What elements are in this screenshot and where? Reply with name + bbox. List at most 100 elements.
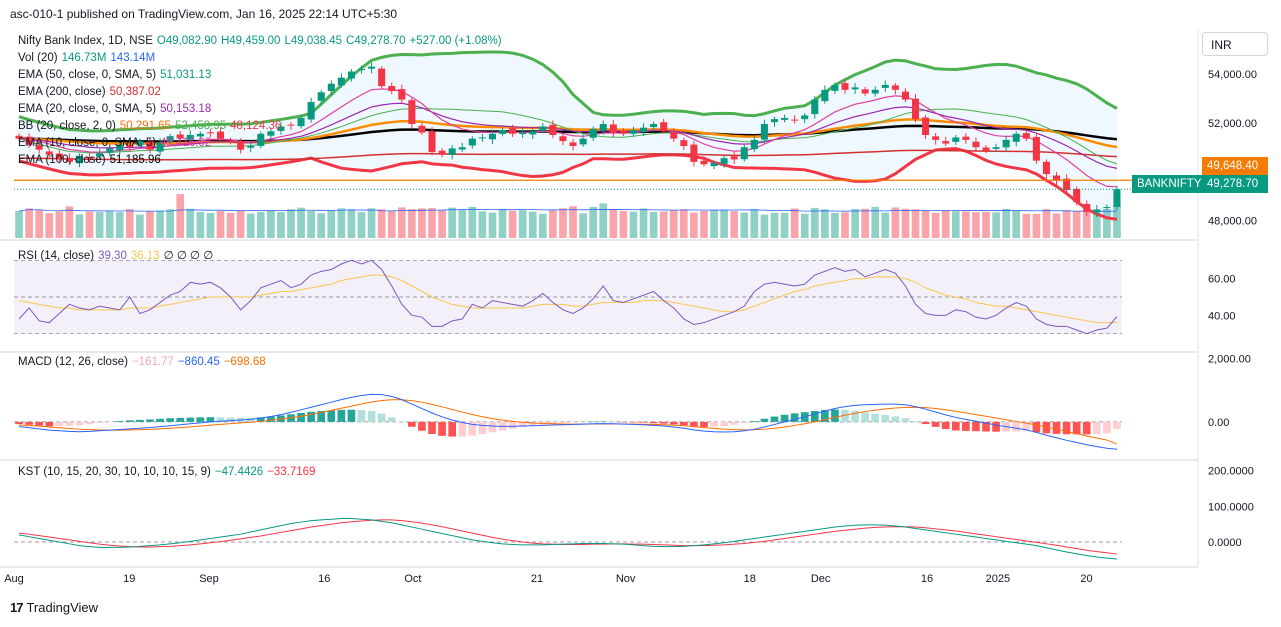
macd-hist-bar xyxy=(327,410,336,422)
candle-body xyxy=(932,136,940,140)
candle-body xyxy=(891,85,899,90)
volume-bar xyxy=(821,209,829,238)
time-tick-label: Sep xyxy=(199,573,219,585)
macd-hist-bar xyxy=(629,421,638,423)
volume-bar xyxy=(609,209,618,238)
candle-body xyxy=(730,156,738,160)
bb-fill xyxy=(19,51,1117,220)
volume-bar xyxy=(408,209,416,238)
volume-bar xyxy=(126,209,134,238)
kst-line xyxy=(18,517,1118,560)
macd-hist-bar xyxy=(397,421,406,423)
volume-bar xyxy=(448,207,456,238)
candle-body xyxy=(216,131,225,139)
bb-basis-line xyxy=(18,107,1118,165)
candle-body xyxy=(861,89,869,94)
volume-bar xyxy=(1042,209,1051,238)
macd-hist-bar xyxy=(428,421,436,434)
volume-bar xyxy=(156,210,164,238)
candle-body xyxy=(106,148,114,153)
candle-body xyxy=(45,151,53,155)
volume-bar xyxy=(216,211,225,238)
volume-bar xyxy=(962,211,970,238)
candle-body xyxy=(922,117,930,135)
macd-signal-value: −698.68 xyxy=(223,356,266,368)
volume-bar xyxy=(287,209,295,238)
candle-body xyxy=(458,147,466,150)
volume-bar xyxy=(1082,211,1091,238)
macd-hist-bar xyxy=(962,421,970,431)
kst-signal-value: −33.7169 xyxy=(267,466,316,478)
candle-body xyxy=(267,131,275,136)
macd-hist-bar xyxy=(1092,421,1101,434)
macd-hist-bar xyxy=(1012,421,1021,432)
macd-hist-bar xyxy=(750,421,759,422)
volume-bar xyxy=(941,210,950,238)
candle-body xyxy=(206,132,214,134)
volume-bar xyxy=(518,210,527,238)
volume-bar xyxy=(1062,210,1071,238)
volume-bar xyxy=(921,210,930,238)
bb-upper-value: 52,458.95 xyxy=(174,120,227,132)
currency-selector[interactable]: INR xyxy=(1202,32,1268,56)
volume-bar xyxy=(387,211,396,238)
candle-body xyxy=(952,137,960,142)
macd-hist-bar xyxy=(146,419,154,422)
macd-hist-bar xyxy=(45,421,54,427)
macd-hist-bar xyxy=(1072,421,1081,435)
volume-bar xyxy=(841,212,849,238)
volume-bar xyxy=(55,211,64,238)
macd-hist-bar xyxy=(256,417,265,422)
macd-hist-bar xyxy=(377,413,386,422)
macd-hist-bar xyxy=(690,421,698,427)
candle-body xyxy=(428,131,436,153)
ema200-value: 50,387.02 xyxy=(109,86,161,98)
candle-body xyxy=(770,119,779,123)
bb-label: BB (20, close, 2, 0) xyxy=(18,120,116,132)
macd-hist-bar xyxy=(901,418,910,422)
candle-body xyxy=(156,142,164,152)
volume-bar xyxy=(559,208,567,238)
volume-bar xyxy=(599,203,608,238)
macd-hist-bar xyxy=(478,421,487,435)
candle-body xyxy=(911,98,920,120)
candle-body xyxy=(740,147,748,160)
candle-body xyxy=(710,163,718,167)
time-tick-label: 19 xyxy=(123,573,135,585)
volume-bar xyxy=(1092,212,1101,238)
candle-body xyxy=(982,147,990,151)
macd-hist-bar xyxy=(549,421,557,424)
macd-hist-bar xyxy=(851,410,859,422)
volume-bar xyxy=(176,194,185,238)
candle-body xyxy=(136,141,144,146)
macd-hist-bar xyxy=(579,421,587,423)
macd-hist-bar xyxy=(559,421,567,423)
symbol-tag: BANKNIFTY xyxy=(1132,175,1207,193)
macd-hist-bar xyxy=(226,417,235,422)
macd-hist-bar xyxy=(216,417,225,422)
macd-hist-bar xyxy=(186,417,195,422)
ema100-value: 51,185.96 xyxy=(109,154,161,166)
time-tick-label: 16 xyxy=(921,573,933,585)
candle-body xyxy=(539,126,547,131)
volume-bar xyxy=(901,208,910,238)
volume-bar xyxy=(196,211,205,238)
candle-body xyxy=(579,138,587,145)
candle-body xyxy=(700,160,708,165)
candle-body xyxy=(720,158,728,164)
macd-hist-bar xyxy=(387,417,396,422)
vol-label: Vol (20) xyxy=(18,52,58,64)
time-tick-label: 2025 xyxy=(986,573,1010,585)
ema10-line xyxy=(18,88,1117,188)
volume-bar xyxy=(1012,210,1021,238)
candle-body xyxy=(247,145,255,148)
time-tick-label: Nov xyxy=(616,573,636,585)
volume-bar xyxy=(569,206,577,238)
candle-body xyxy=(670,132,678,139)
macd-hist-bar xyxy=(831,409,839,422)
macd-hist-bar xyxy=(347,409,356,422)
rsi-extras: ∅ ∅ ∅ ∅ xyxy=(163,250,214,262)
candle-body xyxy=(801,115,809,120)
volume-bar xyxy=(589,206,598,238)
